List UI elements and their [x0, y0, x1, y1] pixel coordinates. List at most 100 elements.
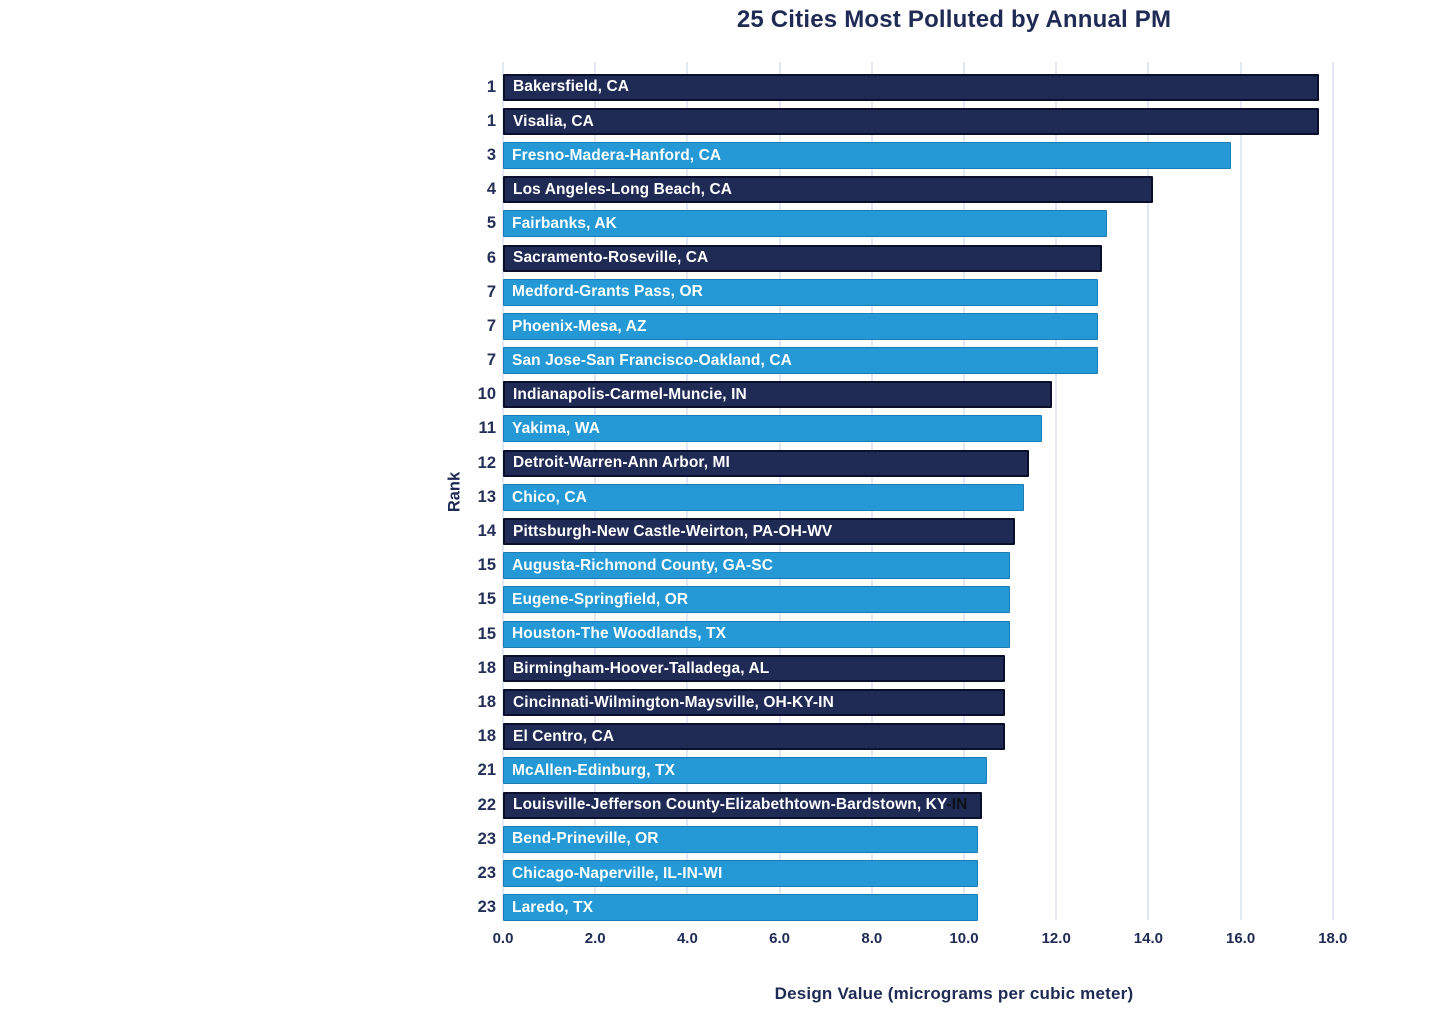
bar-row: 10 Indianapolis-Carmel-Muncie, IN: [0, 378, 1440, 412]
rank-label: 18: [477, 727, 496, 746]
bar-row: 15 Houston-The Woodlands, TX: [0, 617, 1440, 651]
bar-row: 4 Los Angeles-Long Beach, CA: [0, 173, 1440, 207]
city-bar: Indianapolis-Carmel-Muncie, IN: [503, 381, 1052, 409]
bar-row: 14 Pittsburgh-New Castle-Weirton, PA-OH-…: [0, 514, 1440, 548]
city-bar-label: Fresno-Madera-Hanford, CA: [512, 146, 722, 164]
gridline: [1331, 62, 1334, 920]
bar-row: 23 Chicago-Naperville, IL-IN-WI: [0, 856, 1440, 890]
rank-label: 14: [477, 522, 496, 541]
x-axis-label: Design Value (micrograms per cubic meter…: [774, 984, 1134, 1003]
rank-label: 10: [477, 385, 496, 404]
city-bar: Chico, CA: [503, 483, 1024, 511]
bar-row: 7 Phoenix-Mesa, AZ: [0, 309, 1440, 343]
rank-label: 15: [477, 556, 496, 575]
rank-label: 21: [477, 761, 496, 780]
rank-label: 7: [486, 351, 496, 370]
gridline: [1055, 62, 1058, 920]
city-bar: McAllen-Edinburg, TX: [503, 757, 988, 785]
bar-row: 15 Augusta-Richmond County, GA-SC: [0, 549, 1440, 583]
bar-row: 18 El Centro, CA: [0, 720, 1440, 754]
city-bar-label: Los Angeles-Long Beach, CA: [513, 180, 733, 198]
city-bar-label-suffix: -IN: [946, 796, 968, 814]
city-bar-label: El Centro, CA: [513, 727, 615, 745]
city-bar-label: Indianapolis-Carmel-Muncie, IN: [513, 386, 747, 404]
x-tick-label: 4.0: [676, 930, 698, 947]
city-bar-label: Laredo, TX: [512, 898, 594, 916]
city-bar-label: Fairbanks, AK: [512, 215, 617, 233]
city-bar-label: Detroit-Warren-Ann Arbor, MI: [513, 454, 730, 472]
rank-label: 13: [477, 487, 496, 506]
city-bar: Fresno-Madera-Hanford, CA: [503, 141, 1232, 169]
bar-row: 6 Sacramento-Roseville, CA: [0, 241, 1440, 275]
bar-row: 22 Louisville-Jefferson County-Elizabeth…: [0, 788, 1440, 822]
x-tick-label: 14.0: [1133, 930, 1163, 947]
city-bar: Birmingham-Hoover-Talladega, AL: [503, 654, 1006, 682]
city-bar: Yakima, WA: [503, 415, 1043, 443]
rank-label: 23: [477, 829, 496, 848]
bar-row: 7 San Jose-San Francisco-Oakland, CA: [0, 344, 1440, 378]
rank-label: 1: [486, 77, 496, 96]
bar-row: 3 Fresno-Madera-Hanford, CA: [0, 138, 1440, 172]
x-tick-label: 18.0: [1318, 930, 1348, 947]
city-bar: Fairbanks, AK: [503, 210, 1107, 238]
city-bar: Eugene-Springfield, OR: [503, 586, 1011, 614]
city-bar: El Centro, CA: [503, 723, 1006, 751]
rank-label: 6: [486, 248, 496, 267]
bar-row: 21 McAllen-Edinburg, TX: [0, 754, 1440, 788]
x-tick-label: 8.0: [861, 930, 883, 947]
city-bar-label: Yakima, WA: [512, 420, 601, 438]
city-bar: Phoenix-Mesa, AZ: [503, 312, 1098, 340]
city-bar: Los Angeles-Long Beach, CA: [503, 176, 1153, 204]
gridline: [1239, 62, 1242, 920]
rank-label: 15: [477, 590, 496, 609]
rank-label: 4: [486, 180, 496, 199]
rank-label: 1: [486, 111, 496, 130]
rank-label: 23: [477, 863, 496, 882]
rank-label: 7: [486, 282, 496, 301]
city-bar-label: Bakersfield, CA: [513, 78, 630, 96]
city-bar: Visalia, CA: [503, 107, 1319, 135]
city-bar: Pittsburgh-New Castle-Weirton, PA-OH-WV: [503, 518, 1015, 546]
bar-row: 11 Yakima, WA: [0, 412, 1440, 446]
x-tick-label: 6.0: [769, 930, 791, 947]
city-bar: Cincinnati-Wilmington-Maysville, OH-KY-I…: [503, 688, 1006, 716]
city-bar: Augusta-Richmond County, GA-SC: [503, 552, 1011, 580]
city-bar: Houston-The Woodlands, TX: [503, 620, 1011, 648]
bar-row: 12 Detroit-Warren-Ann Arbor, MI: [0, 446, 1440, 480]
gridline: [1147, 62, 1150, 920]
x-tick-label: 0.0: [492, 930, 514, 947]
city-bar-label: Houston-The Woodlands, TX: [512, 625, 727, 643]
bar-row: 1 Visalia, CA: [0, 104, 1440, 138]
city-bar: San Jose-San Francisco-Oakland, CA: [503, 347, 1098, 375]
rank-label: 18: [477, 658, 496, 677]
x-tick-label: 10.0: [949, 930, 979, 947]
x-tick-label: 2.0: [584, 930, 606, 947]
city-bar: Detroit-Warren-Ann Arbor, MI: [503, 449, 1029, 477]
city-bar: Medford-Grants Pass, OR: [503, 278, 1098, 306]
city-bar: Bend-Prineville, OR: [503, 825, 978, 853]
rank-label: 11: [478, 419, 496, 438]
rank-label: 22: [477, 795, 496, 814]
city-bar-label: Augusta-Richmond County, GA-SC: [512, 556, 774, 574]
city-bar: Sacramento-Roseville, CA: [503, 244, 1103, 272]
city-bar-label: Cincinnati-Wilmington-Maysville, OH-KY-I…: [513, 693, 834, 711]
bar-row: 7 Medford-Grants Pass, OR: [0, 275, 1440, 309]
city-bar: Bakersfield, CA: [503, 73, 1319, 101]
city-bar-label: Birmingham-Hoover-Talladega, AL: [513, 659, 770, 677]
bar-row: 23 Bend-Prineville, OR: [0, 822, 1440, 856]
city-bar-label: Chico, CA: [512, 488, 587, 506]
city-bar-label: San Jose-San Francisco-Oakland, CA: [512, 351, 792, 369]
city-bar-label: Chicago-Naperville, IL-IN-WI: [512, 864, 723, 882]
city-bar-label: Eugene-Springfield, OR: [512, 591, 689, 609]
city-bar: Chicago-Naperville, IL-IN-WI: [503, 859, 978, 887]
bar-row: 1 Bakersfield, CA: [0, 70, 1440, 104]
bar-row: 18 Birmingham-Hoover-Talladega, AL: [0, 651, 1440, 685]
rank-label: 12: [477, 453, 496, 472]
rank-label: 15: [477, 624, 496, 643]
rank-label: 5: [486, 214, 496, 233]
city-bar-label: Bend-Prineville, OR: [512, 830, 659, 848]
city-bar-label: Sacramento-Roseville, CA: [513, 249, 709, 267]
rank-label: 23: [477, 898, 496, 917]
rank-label: 7: [486, 316, 496, 335]
